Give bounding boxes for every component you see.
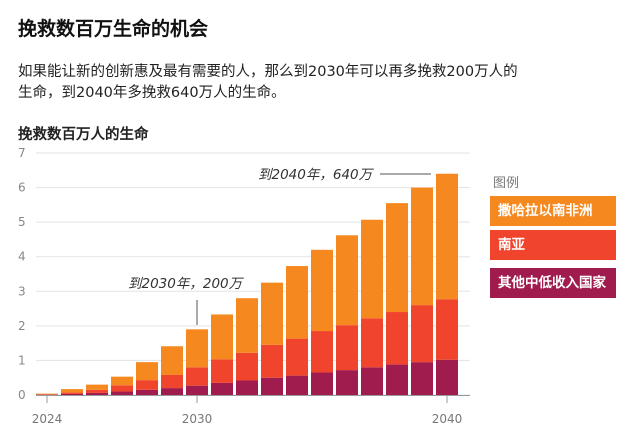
page-title: 挽救数百万生命的机会 (18, 18, 209, 40)
bar-segment (236, 298, 258, 353)
bar-segment (386, 312, 408, 365)
legend-label: 南亚 (498, 237, 525, 253)
bar-segment (211, 359, 233, 383)
bar-segment (261, 377, 283, 395)
bar-segment (161, 346, 183, 375)
bar-segment (136, 362, 158, 381)
bar-segment (436, 359, 458, 395)
y-tick-label: 4 (18, 250, 26, 264)
bar-segment (261, 344, 283, 378)
bar-segment (61, 389, 83, 393)
y-tick-label: 6 (18, 181, 26, 195)
bar-segment (111, 385, 133, 392)
bar-segment (411, 362, 433, 395)
bar-segment (386, 203, 408, 313)
legend-label: 撒哈拉以南非洲 (498, 203, 593, 219)
bar-segment (86, 392, 108, 395)
bar-segment (211, 314, 233, 360)
bar-segment (286, 375, 308, 395)
bar-segment (436, 299, 458, 360)
bar-segment (336, 325, 358, 371)
bar-segment (261, 282, 283, 345)
bar-segment (286, 338, 308, 376)
bar-segment (311, 331, 333, 373)
bar-segment (61, 393, 83, 395)
y-tick-label: 2 (18, 319, 26, 333)
legend-item-sub-saharan-africa: 撒哈拉以南非洲 (490, 196, 616, 226)
description: 如果能让新的创新惠及最有需要的人，那么到2030年可以再多挽救200万人的生命，… (18, 64, 518, 101)
bar-segment (36, 393, 58, 395)
bar-segment (361, 219, 383, 319)
chart-title: 挽救数百万人的生命 (18, 127, 149, 143)
bar-segment (436, 173, 458, 300)
bar-segment (286, 266, 308, 339)
bar-segment (236, 380, 258, 395)
bar-segment (111, 391, 133, 395)
bar-segment (411, 305, 433, 363)
bar-segment (61, 392, 83, 394)
bar-segment (361, 367, 383, 395)
y-tick-label: 0 (18, 388, 26, 402)
bar-segment (186, 367, 208, 386)
legend-title: 图例 (493, 176, 520, 191)
bar-segment (161, 388, 183, 395)
legend-item-south-asia: 南亚 (490, 230, 616, 260)
bar-segment (111, 376, 133, 386)
annotation-2040: 到2040年，640万 (258, 167, 375, 183)
bar-segment (186, 385, 208, 395)
bar-segment (86, 389, 108, 393)
bar-segment (211, 382, 233, 395)
legend-item-other-lmic: 其他中低收入国家 (490, 268, 616, 298)
bar-segment (161, 374, 183, 389)
bar-segment (386, 364, 408, 395)
bar-segment (336, 370, 358, 395)
legend-label: 其他中低收入国家 (498, 275, 606, 291)
x-tick-label: 2024 (32, 412, 63, 426)
bar-segment (186, 329, 208, 368)
bar-segment (136, 389, 158, 395)
x-tick-label: 2030 (182, 412, 213, 426)
bar-segment (311, 372, 333, 395)
y-tick-label: 5 (18, 215, 26, 229)
x-tick-label: 2040 (432, 412, 463, 426)
y-tick-label: 3 (18, 284, 26, 298)
bar-segment (411, 187, 433, 306)
bar-segment (136, 380, 158, 390)
y-tick-label: 7 (18, 146, 26, 160)
bar-segment (311, 249, 333, 332)
bar-segment (336, 235, 358, 326)
bar-segment (86, 384, 108, 390)
bar-segment (236, 352, 258, 381)
bar-segment (361, 318, 383, 368)
annotation-2030: 到2030年，200万 (128, 276, 245, 292)
y-tick-label: 1 (18, 353, 26, 367)
